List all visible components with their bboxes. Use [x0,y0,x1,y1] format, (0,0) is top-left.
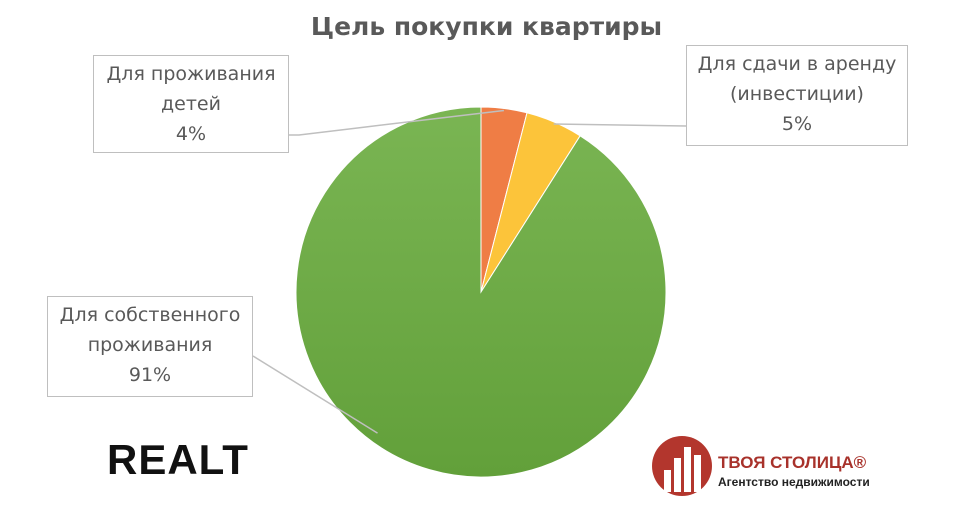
label-category: Для сдачи в аренду (инвестиции) [697,53,897,105]
data-label: Для сдачи в аренду (инвестиции) 5% [686,45,908,146]
leader-line [252,355,378,434]
leader-line [553,123,687,127]
label-value: 5% [781,113,813,135]
pie-slice [295,106,667,478]
label-value: 91% [128,364,172,386]
chart-title: Цель покупки квартиры [310,12,663,41]
label-value: 4% [175,123,207,145]
logo-tagline: Агентство недвижимости [718,475,870,489]
logo-text: ТВОЯ СТОЛИЦА® [718,453,867,472]
label-category: Для собственного проживания [59,304,241,356]
data-label: Для собственного проживания 91% [47,296,253,397]
logo-icon [652,436,712,496]
label-category: Для проживания детей [106,63,276,115]
leader-line [289,109,505,136]
logo-text: REALT [107,436,249,483]
data-label: Для проживания детей 4% [93,55,289,153]
